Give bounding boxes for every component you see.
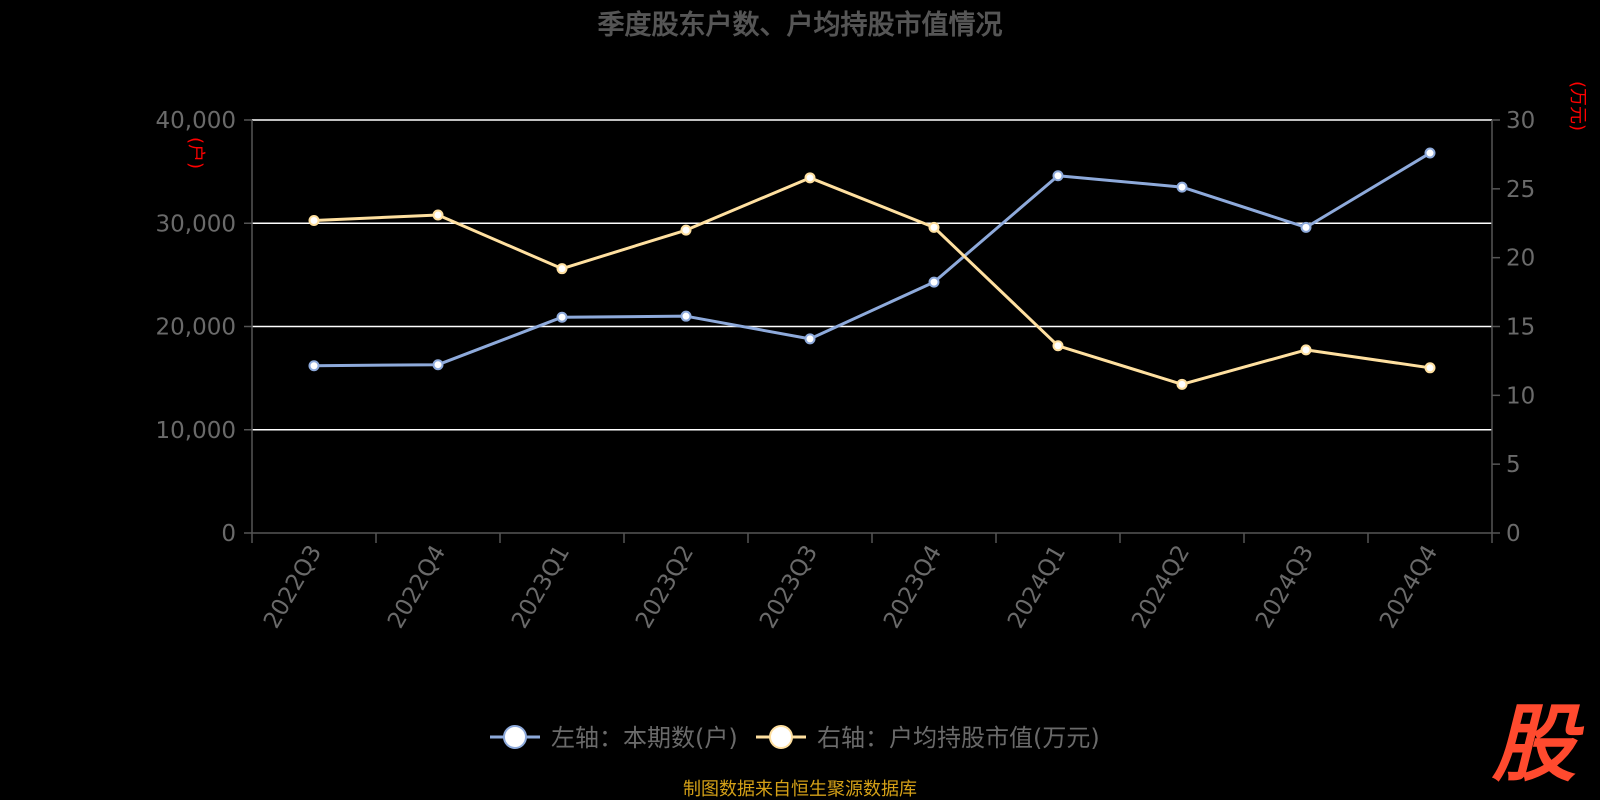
- series-2-point: [928, 221, 940, 233]
- x-axis-tick-label: 2023Q4: [879, 541, 947, 633]
- series-1-point: [680, 310, 692, 322]
- chart-title: 季度股东户数、户均持股市值情况: [598, 9, 1003, 41]
- left-axis-tick-label: 10,000: [156, 418, 236, 444]
- series-line-1: [312, 151, 1432, 368]
- series-1-point: [1052, 170, 1064, 182]
- series-1-point: [804, 333, 816, 345]
- x-axis-tick-label: 2023Q3: [755, 541, 823, 633]
- legend-marker-swatch: [769, 725, 793, 749]
- right-axis-unit-label: (万元): [1567, 81, 1588, 131]
- series-1-point: [1424, 147, 1436, 159]
- series-line-2: [312, 176, 1432, 386]
- right-axis-tick-label: 20: [1506, 246, 1535, 272]
- legend-label: 右轴：户均持股市值(万元): [817, 724, 1100, 752]
- series-2-point: [556, 263, 568, 275]
- series-lines: [308, 147, 1436, 390]
- series-1-point: [928, 276, 940, 288]
- left-axis-unit-label: (户): [185, 137, 206, 169]
- right-axis-tick-label: 10: [1506, 383, 1535, 409]
- left-axis-tick-label: 30,000: [156, 211, 236, 237]
- right-axis-tick-label: 15: [1506, 315, 1535, 341]
- series-2-point: [1300, 344, 1312, 356]
- series-2-point: [1176, 378, 1188, 390]
- x-axis-tick-label: 2022Q3: [259, 541, 327, 633]
- x-axis-tick-label: 2023Q2: [631, 541, 699, 633]
- x-axis-tick-label: 2024Q4: [1375, 541, 1443, 633]
- x-axis-tick-label: 2024Q1: [1003, 541, 1071, 633]
- source-note: 制图数据来自恒生聚源数据库: [683, 779, 917, 800]
- series-1-point: [1300, 221, 1312, 233]
- series-1-point: [1176, 181, 1188, 193]
- right-axis-tick-label: 0: [1506, 521, 1521, 547]
- left-axis-tick-label: 20,000: [156, 315, 236, 341]
- legend-label: 左轴：本期数(户): [551, 724, 738, 752]
- series-2-point: [432, 209, 444, 221]
- series-2-point: [308, 214, 320, 226]
- series-1-point: [556, 311, 568, 323]
- brand-logo: 股: [1491, 695, 1576, 793]
- right-axis-tick-label: 5: [1506, 452, 1521, 478]
- x-axis-tick-label: 2023Q1: [507, 541, 575, 633]
- series-2-point: [804, 172, 816, 184]
- grid-lines: [252, 119, 1492, 431]
- series-1-point: [308, 360, 320, 372]
- right-axis-tick-label: 25: [1506, 177, 1535, 203]
- left-axis-tick-label: 40,000: [156, 108, 236, 134]
- series-2-point: [1052, 340, 1064, 352]
- x-axis-tick-label: 2022Q4: [383, 541, 451, 633]
- legend: 左轴：本期数(户) 右轴：户均持股市值(万元): [490, 724, 1100, 752]
- axes: 0 10,000 20,000 30,000 40,000 0 5 10 15 20 25 30 202…: [156, 108, 1536, 633]
- series-2-point: [1424, 362, 1436, 374]
- legend-marker-swatch: [503, 725, 527, 749]
- right-axis-tick-label: 30: [1506, 108, 1535, 134]
- x-axis-tick-label: 2024Q2: [1127, 541, 1195, 633]
- left-axis-tick-label: 0: [221, 521, 236, 547]
- x-axis-tick-label: 2024Q3: [1251, 541, 1319, 633]
- series-1-point: [432, 359, 444, 371]
- series-2-point: [680, 224, 692, 236]
